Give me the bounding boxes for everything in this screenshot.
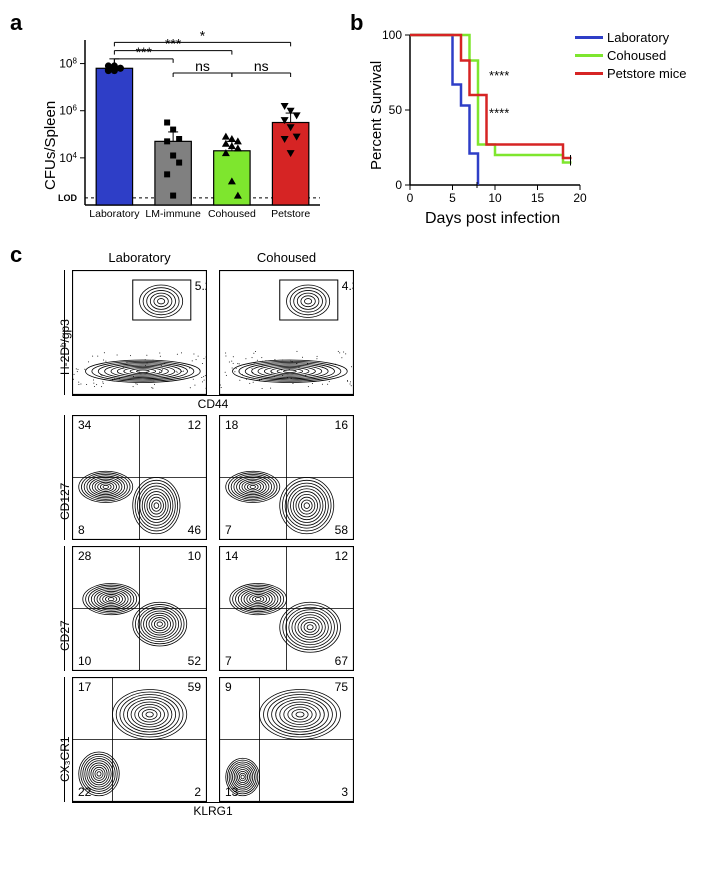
svg-text:108: 108: [59, 56, 77, 71]
svg-text:14: 14: [225, 549, 239, 563]
panel-a-ylabel: CFUs/Spleen: [42, 101, 59, 190]
svg-text:****: ****: [489, 106, 509, 121]
facs-plot-r3-c1: 9 75 13 3: [219, 677, 354, 802]
panel-b-legend: LaboratoryCohousedPetstore mice: [575, 30, 686, 81]
svg-text:13: 13: [225, 785, 239, 799]
svg-text:46: 46: [188, 523, 202, 537]
facs-ylabel-1: CD127: [58, 483, 72, 520]
svg-text:7: 7: [225, 654, 232, 668]
facs-plot-r3-c0: 1759222: [72, 677, 207, 802]
svg-text:2: 2: [194, 785, 201, 799]
svg-text:10: 10: [78, 654, 92, 668]
svg-text:17: 17: [78, 680, 92, 694]
panel-b-ylabel: Percent Survival: [368, 61, 385, 170]
svg-text:3: 3: [341, 785, 348, 799]
svg-text:****: ****: [489, 68, 509, 83]
svg-text:12: 12: [335, 549, 349, 563]
svg-text:5.2: 5.2: [195, 279, 207, 293]
svg-text:***: ***: [136, 44, 153, 60]
svg-text:4.3: 4.3: [342, 279, 354, 293]
svg-text:52: 52: [188, 654, 202, 668]
svg-text:0: 0: [407, 191, 414, 205]
svg-text:***: ***: [165, 36, 182, 52]
svg-text:ns: ns: [195, 58, 210, 74]
svg-text:10: 10: [488, 191, 502, 205]
svg-text:12: 12: [188, 418, 202, 432]
svg-text:20: 20: [573, 191, 587, 205]
svg-text:59: 59: [188, 680, 202, 694]
facs-plot-r0-c0: 5.2: [72, 270, 207, 395]
panel-b-xlabel: Days post infection: [425, 210, 560, 228]
svg-text:104: 104: [59, 150, 77, 165]
svg-text:7: 7: [225, 523, 232, 537]
svg-text:34: 34: [78, 418, 92, 432]
svg-text:5: 5: [449, 191, 456, 205]
svg-text:9: 9: [225, 680, 232, 694]
facs-plot-r2-c1: 14 12 7 67: [219, 546, 354, 671]
svg-text:28: 28: [78, 549, 92, 563]
svg-text:8: 8: [78, 523, 85, 537]
facs-plot-r0-c1: 4.3: [219, 270, 354, 395]
svg-text:106: 106: [59, 103, 77, 118]
svg-text:75: 75: [335, 680, 349, 694]
panel-a-label: a: [10, 10, 22, 36]
svg-text:0: 0: [395, 178, 402, 192]
panel-b-chart: 0 5 10 15 20 0 50 100 **** ****: [360, 25, 600, 225]
svg-text:10: 10: [188, 549, 202, 563]
svg-text:Cohoused: Cohoused: [208, 208, 256, 220]
svg-text:67: 67: [335, 654, 349, 668]
svg-text:50: 50: [389, 103, 403, 117]
svg-text:16: 16: [335, 418, 349, 432]
facs-plot-r2-c0: 28 10 10 52: [72, 546, 207, 671]
facs-ylabel-0: H-2Dᵇ/gp3: [58, 319, 72, 375]
svg-text:22: 22: [78, 785, 92, 799]
svg-text:Laboratory: Laboratory: [89, 208, 140, 220]
facs-ylabel-2: CD27: [58, 620, 72, 651]
facs-plot-r1-c1: 18 16 7 58: [219, 415, 354, 540]
svg-text:100: 100: [382, 28, 402, 42]
facs-plot-r1-c0: 34 12 8 46: [72, 415, 207, 540]
svg-text:58: 58: [335, 523, 349, 537]
svg-text:Petstore: Petstore: [271, 208, 310, 220]
facs-ylabel-3: CX₃CR1: [58, 736, 72, 782]
svg-text:15: 15: [531, 191, 545, 205]
svg-text:*: *: [200, 27, 206, 43]
svg-text:ns: ns: [254, 58, 269, 74]
svg-text:LM-immune: LM-immune: [145, 208, 201, 220]
panel-c-label: c: [10, 242, 22, 268]
panel-a-chart: 104 106 108 LOD Laboratory LM-immune Cohoused P…: [35, 20, 330, 245]
svg-text:18: 18: [225, 418, 239, 432]
svg-text:LOD: LOD: [58, 193, 77, 203]
